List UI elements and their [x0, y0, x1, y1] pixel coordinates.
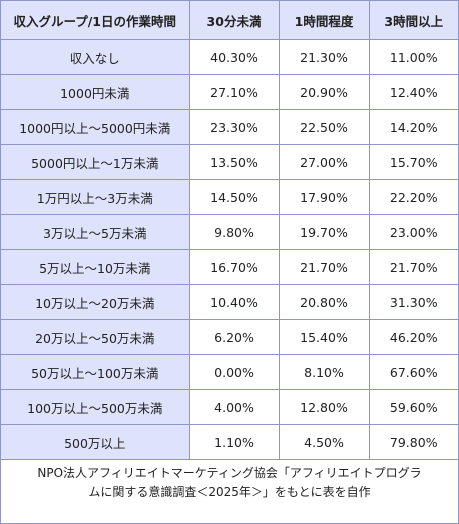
- table-row: 3万以上〜5万未満 9.80% 19.70% 23.00%: [1, 214, 458, 250]
- table-row: 収入なし 40.30% 21.30% 11.00%: [1, 39, 458, 75]
- cell-about-1hour: 27.00%: [278, 144, 370, 180]
- cell-over-3hours: 22.20%: [368, 179, 458, 215]
- cell-over-3hours: 46.20%: [368, 319, 458, 355]
- row-label: 1000円以上〜5000円未満: [1, 109, 190, 145]
- table-row: 500万以上 1.10% 4.50% 79.80%: [1, 424, 458, 460]
- cell-about-1hour: 19.70%: [278, 214, 370, 250]
- cell-under-30min: 0.00%: [188, 354, 280, 390]
- source-line-2: ムに関する意識調査＜2025年＞」をもとに表を自作: [88, 485, 371, 499]
- row-label: 5000円以上〜1万未満: [1, 144, 190, 180]
- row-label: 5万以上〜10万未満: [1, 249, 190, 285]
- table-row: 1000円以上〜5000円未満 23.30% 22.50% 14.20%: [1, 109, 458, 145]
- table-row: 10万以上〜20万未満 10.40% 20.80% 31.30%: [1, 284, 458, 320]
- cell-over-3hours: 21.70%: [368, 249, 458, 285]
- cell-about-1hour: 8.10%: [278, 354, 370, 390]
- table-body: 収入なし 40.30% 21.30% 11.00% 1000円未満 27.10% 20.90…: [1, 39, 458, 460]
- table-header-row: 収入グループ/1日の作業時間 30分未満 1時間程度 3時間以上: [1, 1, 458, 40]
- cell-about-1hour: 22.50%: [278, 109, 370, 145]
- cell-under-30min: 14.50%: [188, 179, 280, 215]
- cell-over-3hours: 23.00%: [368, 214, 458, 250]
- table-row: 5万以上〜10万未満 16.70% 21.70% 21.70%: [1, 249, 458, 285]
- cell-over-3hours: 11.00%: [368, 39, 458, 75]
- cell-under-30min: 4.00%: [188, 389, 280, 425]
- table-row: 1000円未満 27.10% 20.90% 12.40%: [1, 74, 458, 110]
- row-label: 500万以上: [1, 424, 190, 460]
- cell-under-30min: 40.30%: [188, 39, 280, 75]
- row-label: 3万以上〜5万未満: [1, 214, 190, 250]
- row-label: 1000円未満: [1, 74, 190, 110]
- cell-under-30min: 9.80%: [188, 214, 280, 250]
- cell-about-1hour: 20.80%: [278, 284, 370, 320]
- header-about-1hour: 1時間程度: [278, 1, 370, 40]
- cell-about-1hour: 21.70%: [278, 249, 370, 285]
- header-over-3hours: 3時間以上: [368, 1, 458, 40]
- table-row: 100万以上〜500万未満 4.00% 12.80% 59.60%: [1, 389, 458, 425]
- cell-about-1hour: 20.90%: [278, 74, 370, 110]
- cell-under-30min: 23.30%: [188, 109, 280, 145]
- source-line-1: NPO法人アフィリエイトマーケティング協会「アフィリエイトプログラ: [37, 466, 422, 480]
- source-note: NPO法人アフィリエイトマーケティング協会「アフィリエイトプログラ ムに関する意…: [1, 460, 458, 506]
- cell-about-1hour: 21.30%: [278, 39, 370, 75]
- table-row: 20万以上〜50万未満 6.20% 15.40% 46.20%: [1, 319, 458, 355]
- cell-over-3hours: 79.80%: [368, 424, 458, 460]
- cell-about-1hour: 12.80%: [278, 389, 370, 425]
- cell-under-30min: 13.50%: [188, 144, 280, 180]
- cell-under-30min: 6.20%: [188, 319, 280, 355]
- row-label: 1万円以上〜3万未満: [1, 179, 190, 215]
- cell-over-3hours: 67.60%: [368, 354, 458, 390]
- cell-about-1hour: 15.40%: [278, 319, 370, 355]
- cell-over-3hours: 59.60%: [368, 389, 458, 425]
- table-row: 50万以上〜100万未満 0.00% 8.10% 67.60%: [1, 354, 458, 390]
- header-income-group: 収入グループ/1日の作業時間: [1, 1, 190, 40]
- row-label: 10万以上〜20万未満: [1, 284, 190, 320]
- header-under-30min: 30分未満: [188, 1, 280, 40]
- income-worktime-table: 収入グループ/1日の作業時間 30分未満 1時間程度 3時間以上 収入なし 40.…: [1, 1, 458, 460]
- row-label: 20万以上〜50万未満: [1, 319, 190, 355]
- row-label: 50万以上〜100万未満: [1, 354, 190, 390]
- cell-under-30min: 1.10%: [188, 424, 280, 460]
- cell-over-3hours: 14.20%: [368, 109, 458, 145]
- cell-about-1hour: 17.90%: [278, 179, 370, 215]
- table-row: 5000円以上〜1万未満 13.50% 27.00% 15.70%: [1, 144, 458, 180]
- cell-over-3hours: 12.40%: [368, 74, 458, 110]
- cell-under-30min: 10.40%: [188, 284, 280, 320]
- cell-under-30min: 27.10%: [188, 74, 280, 110]
- row-label: 100万以上〜500万未満: [1, 389, 190, 425]
- cell-over-3hours: 31.30%: [368, 284, 458, 320]
- cell-over-3hours: 15.70%: [368, 144, 458, 180]
- table-row: 1万円以上〜3万未満 14.50% 17.90% 22.20%: [1, 179, 458, 215]
- cell-about-1hour: 4.50%: [278, 424, 370, 460]
- cell-under-30min: 16.70%: [188, 249, 280, 285]
- row-label: 収入なし: [1, 39, 190, 75]
